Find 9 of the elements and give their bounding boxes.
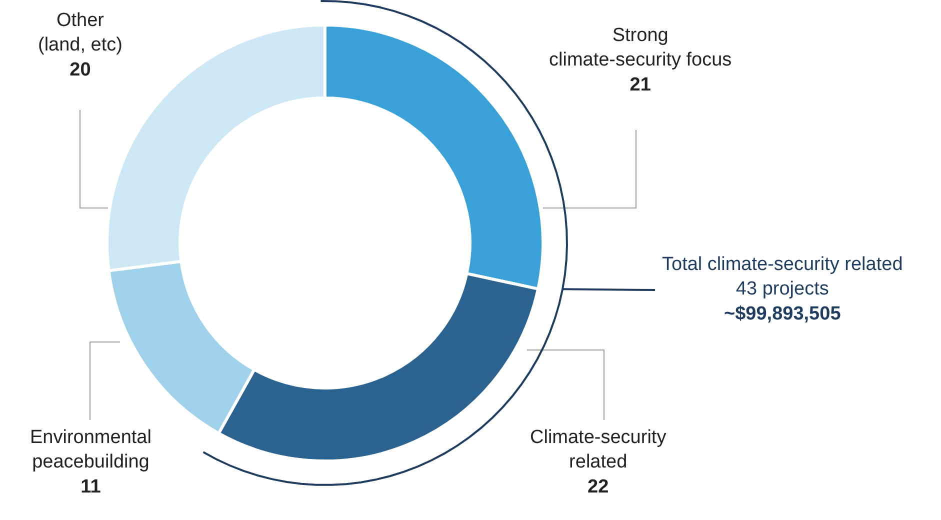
slice-label: Environmental peacebuilding <box>30 427 152 473</box>
slice-label: Strong climate-security focus <box>549 25 732 71</box>
slice-label: Other (land, etc) <box>38 10 122 56</box>
data-label: 20 <box>70 59 91 80</box>
data-label: 11 <box>80 476 102 498</box>
data-label: 22 <box>588 476 609 498</box>
data-label: 21 <box>630 74 652 96</box>
text: Total climate-security related 43 projects ~$99,893,505 <box>662 254 903 324</box>
slice-label: Climate-security related <box>530 427 667 473</box>
